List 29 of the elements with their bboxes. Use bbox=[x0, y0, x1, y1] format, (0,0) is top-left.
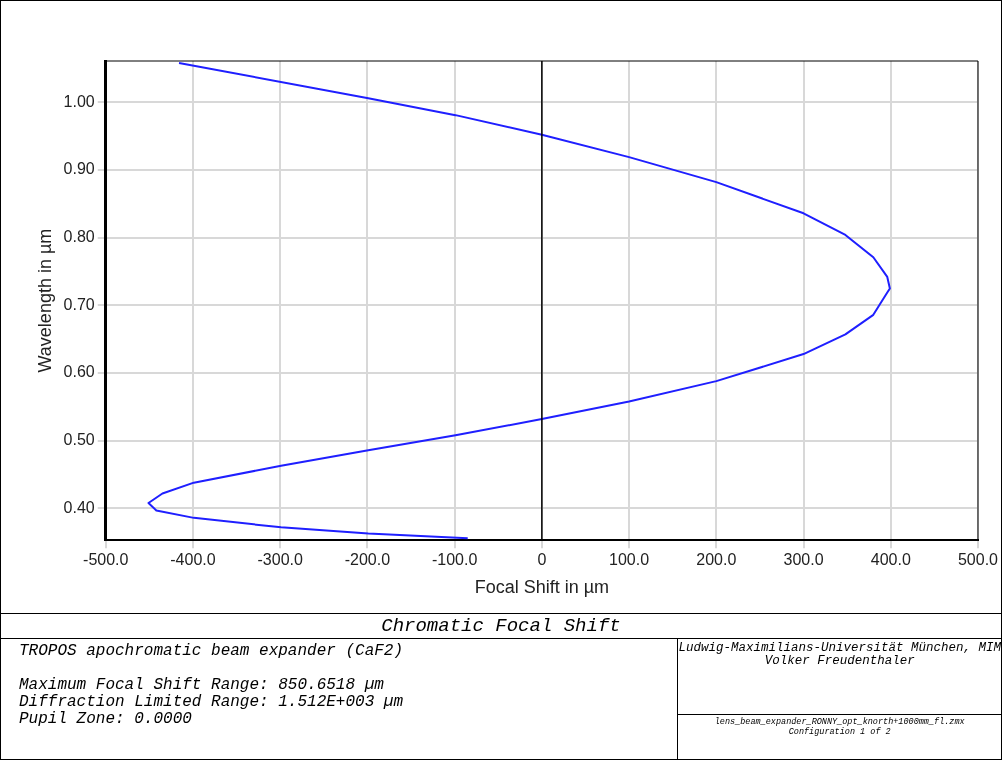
x-tick-label: -400.0 bbox=[170, 551, 216, 569]
text: Maximum Focal Shift Range: 850.6518 µm bbox=[19, 676, 385, 694]
x-tick-label: 400.0 bbox=[870, 551, 911, 569]
y-tick-label: 0.50 bbox=[63, 431, 95, 449]
text: TROPOS apochromatic beam expander (CaF2) bbox=[19, 642, 405, 660]
text: Chromatic Focal Shift bbox=[1, 613, 1001, 639]
text: Configuration 1 of 2 bbox=[787, 727, 892, 737]
x-tick-label: 500.0 bbox=[957, 551, 999, 569]
x-tick-label: -300.0 bbox=[257, 551, 303, 569]
y-tick-label: 0.90 bbox=[63, 160, 95, 178]
x-tick-label: 0 bbox=[537, 551, 547, 569]
text: lens_beam_expander_RONNY_opt_knorth+1000mm_fl.zmx bbox=[713, 717, 966, 727]
y-tick-label: 1.00 bbox=[63, 92, 95, 110]
text: Volker Freudenthaler bbox=[763, 654, 916, 668]
x-tick-label: 100.0 bbox=[609, 551, 650, 569]
text: Ludwig-Maximilians-Universität München, MIM bbox=[678, 641, 1001, 655]
y-tick-label: 0.80 bbox=[63, 228, 95, 246]
x-tick-label: 300.0 bbox=[783, 551, 824, 569]
x-tick-label: -200.0 bbox=[344, 551, 391, 569]
y-axis-title: Wavelength in µm bbox=[34, 228, 55, 373]
text: Diffraction Limited Range: 1.512E+003 µm bbox=[19, 693, 405, 711]
x-tick-label: 200.0 bbox=[696, 551, 737, 569]
text: Pupil Zone: 0.0000 bbox=[19, 710, 193, 728]
x-axis-title: Focal Shift in µm bbox=[474, 577, 610, 598]
x-tick-label: -500.0 bbox=[83, 551, 129, 569]
y-tick-label: 0.40 bbox=[63, 498, 95, 516]
y-tick-label: 0.70 bbox=[63, 295, 95, 313]
y-tick-label: 0.60 bbox=[63, 363, 95, 381]
x-tick-label: -100.0 bbox=[431, 551, 478, 569]
